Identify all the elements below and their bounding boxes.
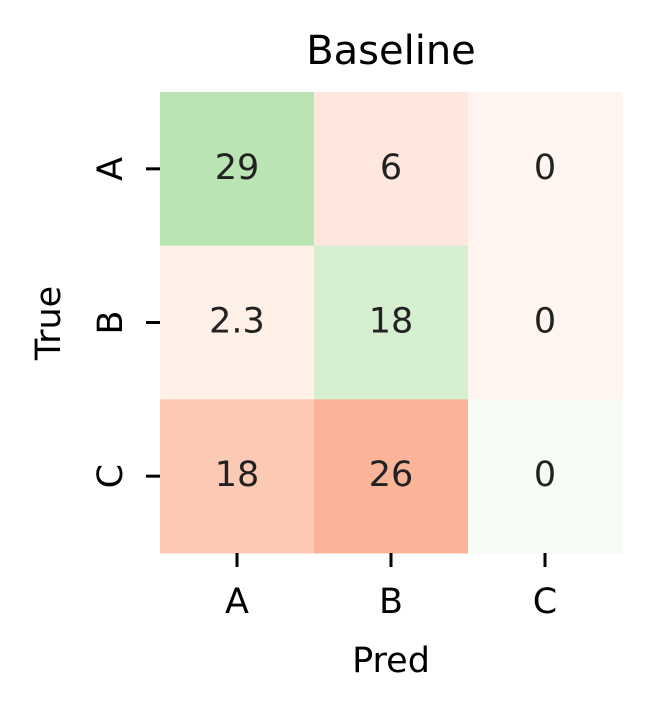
cell-label: 18 [369,302,414,342]
heatmap-cell [314,245,469,400]
heatmap-cell [468,245,623,400]
heatmap-cell [468,399,623,554]
cell-label: 0 [534,455,556,495]
y-tick-label: B [91,310,131,334]
x-tick-label: A [225,582,249,622]
cell-label: 18 [215,455,260,495]
x-tick-label: C [533,582,557,622]
x-axis-label: Pred [352,641,430,681]
cell-label: 2.3 [209,302,265,342]
heatmap-cell [160,92,315,247]
heatmap-cell [468,92,623,247]
chart-title: Baseline [306,28,476,74]
heatmap-cell [160,399,315,554]
cell-label: 0 [534,302,556,342]
cell-label: 6 [380,148,402,188]
x-tick-label: B [379,582,403,622]
y-axis-label: True [29,286,69,361]
heatmap-cell [314,92,469,247]
heatmap-cell [160,245,315,400]
y-tick-label: A [91,157,131,181]
cell-label: 29 [215,148,260,188]
y-tick-label: C [91,464,131,488]
cell-label: 0 [534,148,556,188]
cell-label: 26 [369,455,414,495]
heatmap-cell [314,399,469,554]
